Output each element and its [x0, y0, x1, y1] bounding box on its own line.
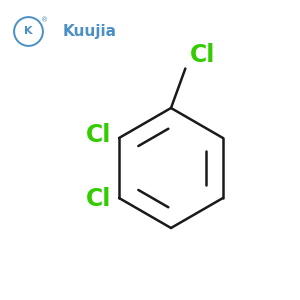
Text: Cl: Cl: [190, 43, 215, 67]
Text: Cl: Cl: [86, 123, 112, 147]
Text: Kuujia: Kuujia: [63, 24, 117, 39]
Text: ®: ®: [40, 17, 48, 23]
Text: Cl: Cl: [86, 188, 112, 212]
Text: K: K: [24, 26, 33, 37]
